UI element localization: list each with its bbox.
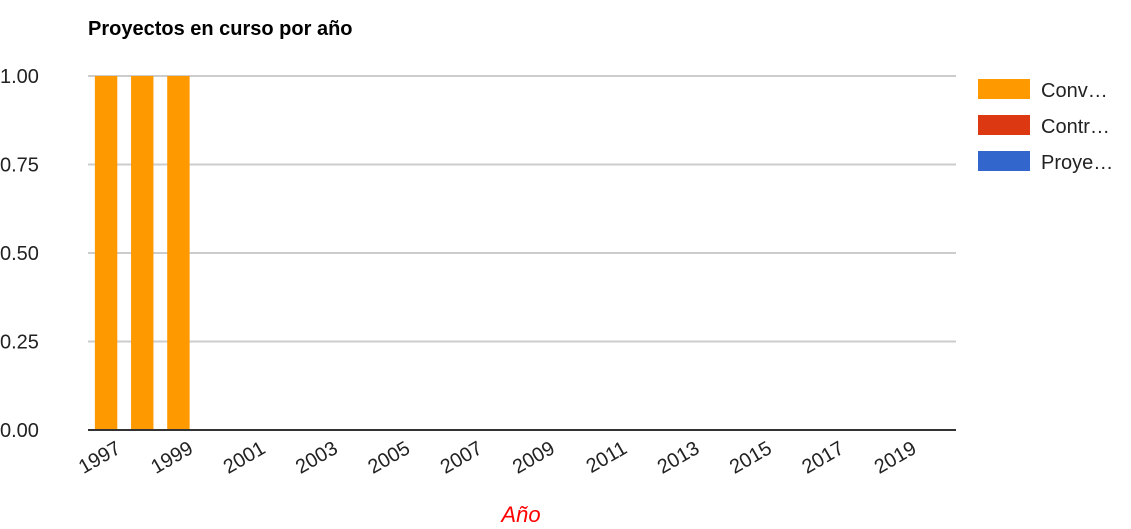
x-tick-label: 2005 [364,437,414,478]
bar-1999 [167,76,190,430]
y-tick-label: 0.50 [0,243,39,265]
legend-label: Proye… [1041,152,1113,174]
y-axis-ticks: 0.00 0.25 0.50 0.75 1.00 [0,66,39,442]
x-tick-label: 2009 [509,437,559,478]
bar-1998 [131,76,154,430]
x-tick-label: 2013 [654,437,704,478]
legend-swatch [978,115,1030,135]
x-tick-label: 2015 [726,437,776,478]
x-tick-label: 2017 [798,437,848,478]
x-axis-ticks: 1997 1999 2001 2003 2005 2007 2009 2011 2013 2015… [75,437,920,478]
bars [94,76,190,430]
chart-title: Proyectos en curso por año [88,18,353,40]
x-tick-label: 2011 [583,437,631,478]
x-tick-label: 1999 [147,437,197,478]
y-tick-label: 0.25 [0,332,39,354]
x-axis-label: Año [499,502,540,527]
x-tick-label: 1997 [75,437,125,478]
y-tick-label: 0.75 [0,155,39,177]
y-tick-label: 1.00 [0,66,39,88]
legend-label: Conv… [1041,80,1108,102]
gridlines [88,75,956,343]
legend-label: Contr… [1041,116,1110,138]
x-tick-label: 2007 [437,437,487,478]
legend-swatch [978,151,1030,171]
legend-swatch [978,79,1030,99]
bar-1997 [94,76,118,430]
x-tick-label: 2001 [220,437,270,478]
y-tick-label: 0.00 [0,420,39,442]
legend: Conv… Contr… Proye… [978,79,1113,174]
x-tick-label: 2003 [292,437,342,478]
x-tick-label: 2019 [871,437,921,478]
